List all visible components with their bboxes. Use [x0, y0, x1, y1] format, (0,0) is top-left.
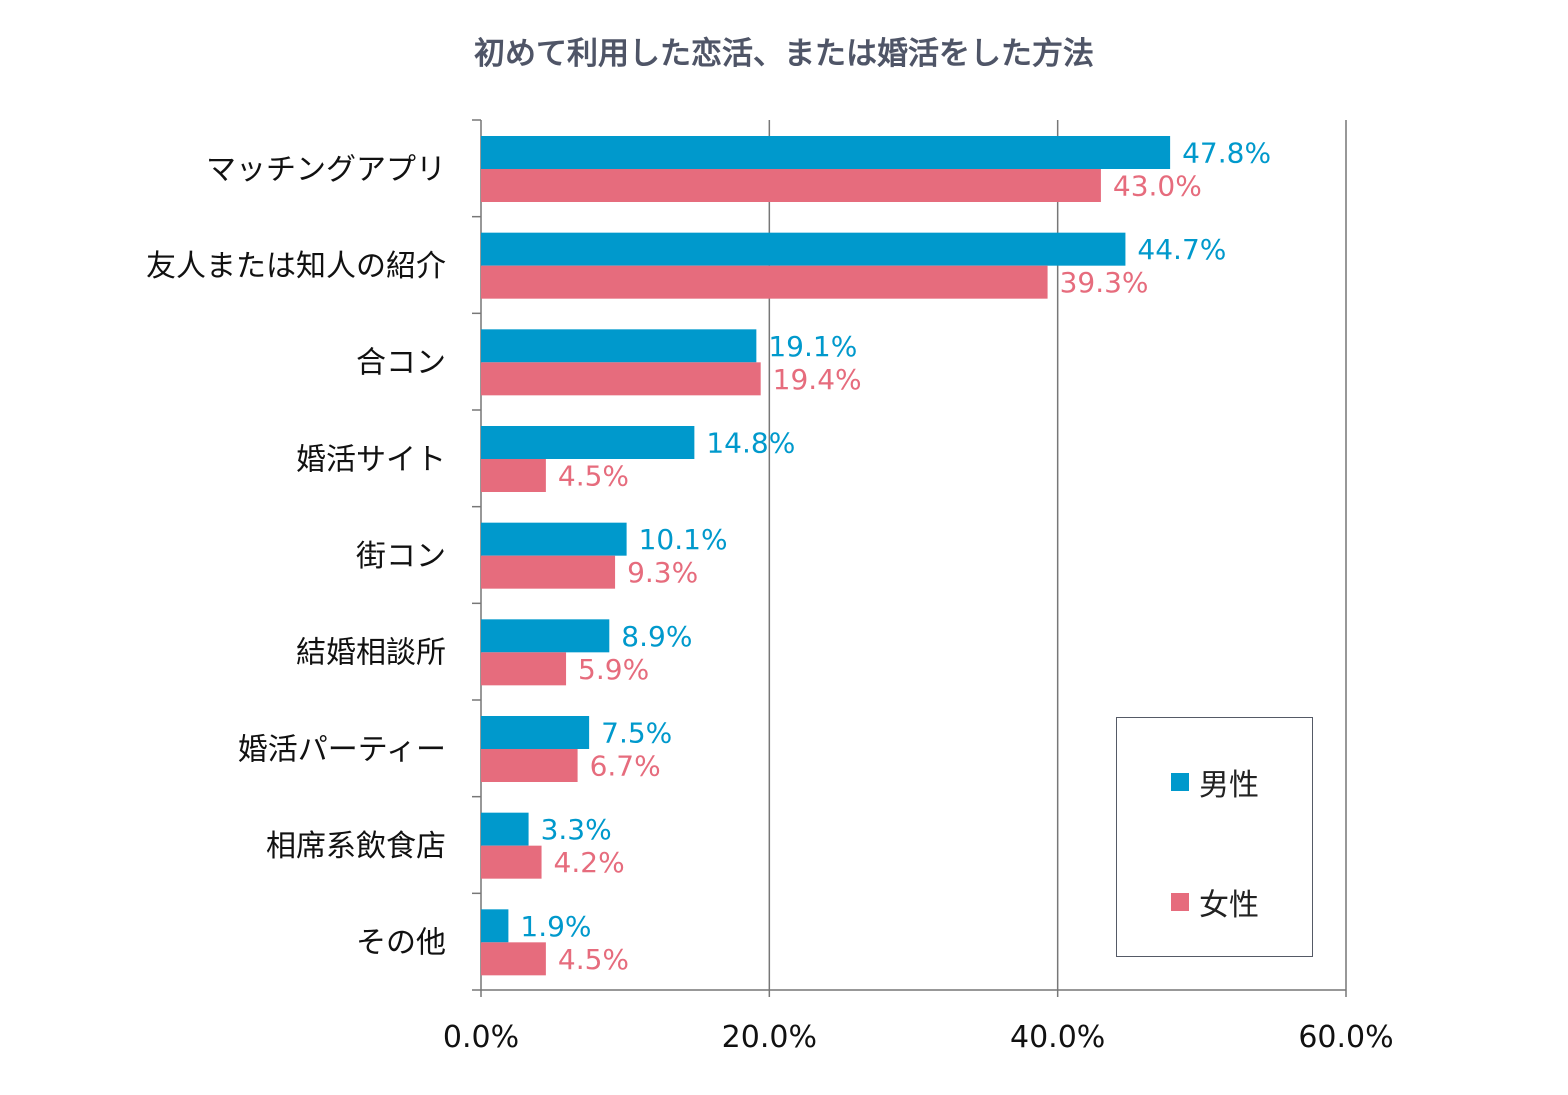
category-label: 友人または知人の紹介: [146, 249, 446, 284]
x-tick-label: 20.0%: [722, 1020, 817, 1055]
data-label: 9.3%: [627, 556, 698, 589]
bar-male: [481, 909, 509, 943]
data-label: 39.3%: [1060, 266, 1149, 299]
legend-item-male: 男性: [1171, 760, 1259, 804]
category-label: 相席系飲食店: [266, 829, 446, 864]
data-label: 6.7%: [590, 750, 661, 783]
data-label: 5.9%: [578, 653, 649, 686]
data-label: 4.5%: [558, 460, 629, 493]
x-tick-label: 60.0%: [1298, 1020, 1393, 1055]
data-label: 19.1%: [768, 330, 857, 363]
bar-male: [481, 716, 590, 749]
category-label: 街コン: [356, 539, 446, 574]
bar-female: [481, 555, 616, 589]
data-label: 4.5%: [558, 943, 629, 976]
data-label: 1.9%: [520, 910, 591, 943]
legend-swatch-female: [1171, 893, 1189, 911]
category-label: 婚活パーティー: [238, 732, 446, 767]
data-label: 4.2%: [554, 846, 625, 879]
legend-swatch-male: [1171, 773, 1189, 791]
legend: 男性 女性: [1116, 717, 1313, 957]
x-tick-label: 0.0%: [443, 1020, 519, 1055]
bar-female: [481, 942, 546, 976]
chart-title: 初めて利用した恋活、または婚活をした方法: [474, 36, 1094, 72]
bar-female: [481, 169, 1101, 202]
bar-female: [481, 265, 1048, 299]
category-label: その他: [356, 926, 446, 961]
legend-label-female: 女性: [1199, 888, 1259, 923]
bar-male: [481, 619, 610, 653]
bar-male: [481, 232, 1126, 266]
data-label: 3.3%: [541, 813, 612, 846]
bar-male: [481, 522, 627, 556]
bar-female: [481, 749, 578, 782]
bar-male: [481, 136, 1171, 169]
data-label: 14.8%: [706, 427, 795, 460]
bar-male: [481, 812, 529, 846]
category-label: 合コン: [356, 346, 446, 381]
data-label: 43.0%: [1113, 170, 1202, 203]
bar-female: [481, 652, 567, 686]
legend-label-male: 男性: [1199, 768, 1259, 803]
bar-female: [481, 362, 761, 396]
bar-male: [481, 329, 757, 363]
legend-item-female: 女性: [1171, 880, 1259, 924]
category-label: 婚活サイト: [296, 442, 446, 477]
bar-male: [481, 426, 695, 459]
data-label: 7.5%: [601, 717, 672, 750]
data-label: 47.8%: [1182, 137, 1271, 170]
bar-female: [481, 845, 542, 879]
x-tick-label: 40.0%: [1010, 1020, 1105, 1055]
data-label: 44.7%: [1137, 233, 1226, 266]
data-label: 19.4%: [773, 363, 862, 396]
category-label: マッチングアプリ: [206, 152, 446, 187]
data-label: 10.1%: [639, 523, 728, 556]
data-label: 8.9%: [621, 620, 692, 653]
category-label: 結婚相談所: [296, 636, 446, 671]
bar-female: [481, 459, 546, 492]
